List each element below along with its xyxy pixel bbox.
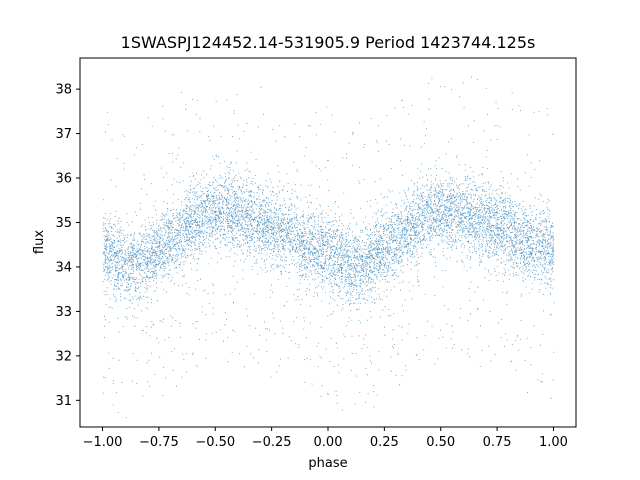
scatter-points: [102, 76, 555, 419]
x-tick-label: 0.75: [483, 435, 512, 450]
x-tick-label: −0.50: [195, 435, 235, 450]
x-tick-label: −1.00: [83, 435, 123, 450]
x-tick-label: 0.25: [370, 435, 399, 450]
x-axis: −1.00 −0.75 −0.50 −0.25 0.00 0.25 0.50 0.75 1.00: [83, 427, 568, 450]
x-tick-label: −0.75: [139, 435, 179, 450]
y-tick-label: 35: [55, 216, 72, 231]
x-tick-label: 0.00: [314, 435, 343, 450]
x-tick-label: −0.25: [252, 435, 292, 450]
y-tick-label: 31: [55, 394, 72, 409]
x-tick-label: 0.50: [426, 435, 455, 450]
x-tick-label: 1.00: [539, 435, 568, 450]
y-tick-label: 37: [55, 127, 72, 142]
chart-title: 1SWASPJ124452.14-531905.9 Period 1423744…: [121, 33, 536, 52]
y-tick-label: 38: [55, 83, 72, 98]
y-axis: 31 32 33 34 35 36 37 38: [55, 83, 80, 409]
scatter-point-cloud: [102, 76, 555, 419]
y-tick-label: 33: [55, 305, 72, 320]
y-tick-label: 32: [55, 349, 72, 364]
x-axis-label: phase: [308, 456, 347, 471]
y-tick-label: 36: [55, 172, 72, 187]
y-axis-label: flux: [32, 230, 47, 254]
y-tick-label: 34: [55, 260, 72, 275]
